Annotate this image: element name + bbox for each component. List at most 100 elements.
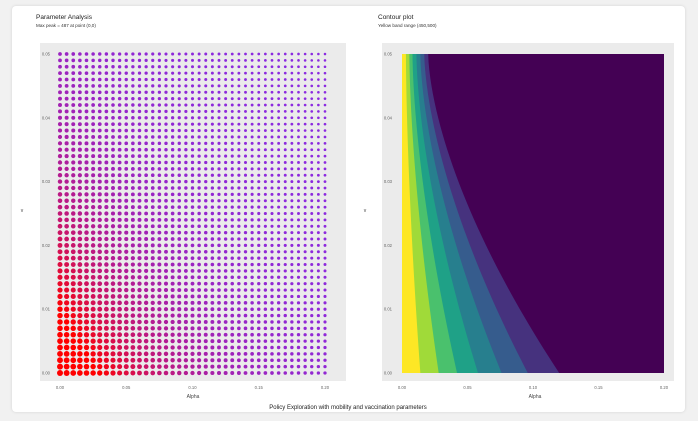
scatter-point [170, 364, 175, 369]
scatter-point [110, 344, 116, 350]
scatter-point [323, 180, 327, 183]
figure-svg: Parameter Analysis Max peak = 487 at poi… [21, 14, 674, 411]
scatter-point [57, 312, 63, 319]
scatter-point [104, 243, 109, 248]
scatter-point [183, 275, 188, 280]
scatter-point [303, 294, 307, 299]
scatter-point [210, 192, 215, 197]
scatter-point [323, 97, 327, 100]
scatter-point [243, 364, 248, 369]
scatter-point [263, 301, 268, 305]
scatter-point [244, 65, 247, 69]
scatter-point [117, 262, 122, 267]
scatter-point [263, 294, 268, 299]
scatter-point [83, 319, 90, 325]
scatter-point [57, 287, 63, 293]
right-y-axis-label: v [364, 208, 367, 214]
scatter-point [190, 97, 195, 101]
scatter-point [170, 211, 175, 216]
scatter-point [84, 64, 89, 69]
scatter-point [290, 352, 294, 356]
scatter-point [91, 115, 96, 120]
scatter-point [270, 148, 274, 152]
right-x-axis-label: Alpha [529, 394, 542, 400]
scatter-point [316, 243, 320, 247]
scatter-point [243, 205, 248, 209]
scatter-point [224, 84, 228, 88]
scatter-point [303, 199, 307, 203]
scatter-point [130, 345, 136, 350]
scatter-point [303, 333, 307, 337]
scatter-point [63, 331, 70, 338]
scatter-point [323, 154, 327, 158]
scatter-point [97, 287, 103, 293]
scatter-point [90, 300, 96, 306]
scatter-point [183, 326, 188, 331]
scatter-point [250, 256, 254, 260]
scatter-point [124, 160, 129, 165]
scatter-point [70, 255, 76, 261]
scatter-point [97, 115, 102, 120]
scatter-point [203, 256, 208, 260]
scatter-point [290, 173, 294, 177]
scatter-point [124, 116, 129, 120]
scatter-point [117, 109, 122, 114]
scatter-point [270, 364, 274, 369]
scatter-point [296, 282, 301, 286]
scatter-point [217, 65, 221, 69]
scatter-point [77, 306, 83, 312]
scatter-point [57, 331, 63, 338]
scatter-point [170, 237, 175, 241]
scatter-point [270, 135, 274, 139]
scatter-point [270, 250, 274, 254]
scatter-point [316, 231, 320, 235]
scatter-point [170, 268, 175, 273]
scatter-point [77, 185, 83, 191]
scatter-point [170, 345, 175, 350]
scatter-point [277, 192, 281, 196]
scatter-point [104, 71, 109, 75]
scatter-point [144, 96, 148, 101]
scatter-point [71, 173, 76, 178]
scatter-point [250, 122, 254, 126]
scatter-point [303, 364, 307, 369]
scatter-point [104, 135, 109, 139]
scatter-point [310, 110, 314, 113]
scatter-point [316, 333, 320, 337]
scatter-point [91, 84, 95, 88]
scatter-point [217, 205, 221, 209]
scatter-point [190, 116, 195, 120]
scatter-point [303, 371, 307, 375]
scatter-point [130, 198, 135, 203]
scatter-point [97, 147, 102, 152]
scatter-point [124, 173, 129, 178]
scatter-point [90, 281, 96, 287]
scatter-point [104, 90, 109, 95]
scatter-point [297, 116, 300, 120]
scatter-point [217, 103, 221, 107]
scatter-point [97, 313, 103, 319]
scatter-point [296, 301, 301, 305]
scatter-point [257, 231, 261, 235]
scatter-point [263, 78, 267, 81]
scatter-point [190, 319, 195, 324]
scatter-point [204, 116, 208, 120]
scatter-point [131, 77, 135, 82]
scatter-point [237, 339, 241, 343]
scatter-point [290, 135, 294, 139]
scatter-point [283, 282, 287, 286]
scatter-point [143, 357, 149, 363]
scatter-point [150, 300, 155, 305]
scatter-point [130, 326, 136, 331]
scatter-point [97, 357, 103, 363]
scatter-point [303, 180, 307, 184]
scatter-point [97, 77, 102, 82]
scatter-point [323, 129, 327, 132]
scatter-point [297, 199, 300, 203]
scatter-point [104, 236, 109, 242]
figure-caption: Policy Exploration with mobility and vac… [269, 405, 426, 411]
scatter-point [283, 161, 287, 164]
scatter-point [157, 281, 162, 286]
scatter-point [290, 339, 294, 343]
scatter-point [124, 186, 129, 190]
